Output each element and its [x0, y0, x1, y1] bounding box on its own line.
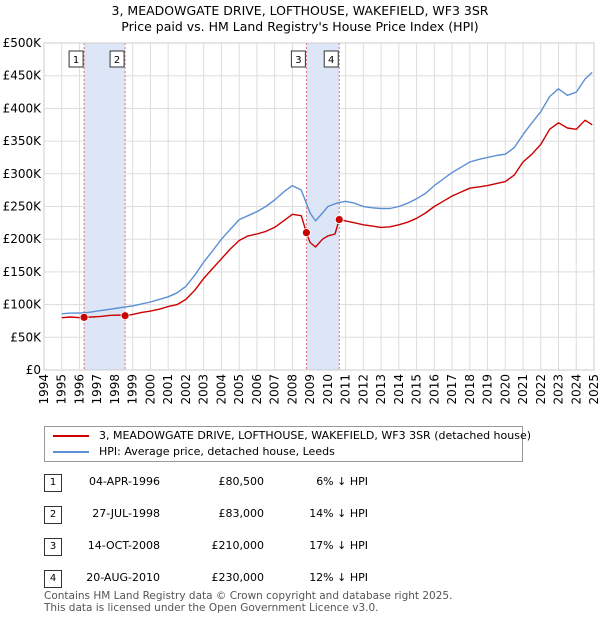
transaction-label-box — [323, 50, 339, 68]
x-tick-label: 2018 — [463, 374, 477, 405]
row-hpi-diff: 6% ↓ HPI — [316, 475, 368, 488]
price-chart: 1 2 3 4 £0 £50K £100K £150K £200K £250K £300K £350… — [3, 36, 600, 405]
x-tick-label: 2022 — [534, 374, 548, 405]
y-tick-label: £150K — [3, 265, 43, 279]
x-tick-label: 2016 — [427, 374, 441, 405]
shaded-period — [306, 43, 340, 370]
x-tick-label: 2002 — [179, 374, 193, 405]
row-date: 20-AUG-2010 — [86, 571, 160, 584]
x-tick-label: 2010 — [321, 374, 335, 405]
y-tick-label: £100K — [3, 298, 43, 312]
x-tick-label: 2012 — [356, 374, 370, 405]
x-tick-label: 2015 — [410, 374, 424, 405]
x-tick-label: 1994 — [37, 374, 51, 405]
x-tick-label: 1997 — [90, 374, 104, 405]
x-tick-label: 2001 — [161, 374, 175, 405]
table-row: 3 14-OCT-2008 £210,000 17% ↓ HPI — [44, 537, 444, 557]
transaction-label-text: 1 — [73, 55, 79, 66]
legend-swatch-property — [53, 435, 89, 437]
transaction-labels: 1 2 3 4 — [68, 50, 339, 68]
x-axis-ticks: 1994 1995 1996 1997 1998 1999 2000 2001 2002 2003… — [37, 374, 600, 405]
row-price: £210,000 — [211, 539, 265, 552]
transaction-point — [79, 312, 89, 322]
transaction-label-box — [68, 50, 84, 68]
x-tick-label: 2023 — [552, 374, 566, 405]
transaction-point — [334, 215, 344, 224]
y-tick-label: £300K — [3, 167, 43, 181]
y-tick-label: £400K — [3, 101, 43, 115]
row-date: 14-OCT-2008 — [87, 539, 160, 552]
transaction-label-text: 4 — [328, 55, 334, 66]
y-tick-label: £350K — [3, 134, 43, 148]
x-tick-label: 2006 — [250, 374, 264, 405]
x-tick-label: 2005 — [232, 374, 246, 405]
transaction-label-box — [290, 50, 306, 68]
row-date: 04-APR-1996 — [88, 475, 160, 488]
legend-label-property: 3, MEADOWGATE DRIVE, LOFTHOUSE, WAKEFIEL… — [99, 429, 532, 442]
footer-line2: This data is licensed under the Open Gov… — [44, 602, 379, 614]
x-tick-label: 2007 — [268, 374, 282, 405]
row-price: £230,000 — [211, 571, 265, 584]
x-tick-label: 2008 — [285, 374, 299, 405]
series-layer — [61, 71, 593, 319]
y-tick-label: £500K — [3, 36, 43, 50]
chart-title-line1: 3, MEADOWGATE DRIVE, LOFTHOUSE, WAKEFIEL… — [111, 3, 489, 18]
series-line — [61, 119, 593, 319]
chart-title: 3, MEADOWGATE DRIVE, LOFTHOUSE, WAKEFIEL… — [0, 3, 600, 35]
x-tick-label: 1999 — [126, 374, 140, 405]
row-number-badge: 2 — [44, 506, 62, 524]
x-tick-label: 2025 — [587, 374, 600, 405]
transaction-point — [120, 311, 130, 321]
row-price: £83,000 — [218, 507, 265, 520]
x-tick-label: 1995 — [55, 374, 69, 405]
y-tick-label: £50K — [10, 330, 42, 344]
shaded-period — [84, 43, 126, 370]
y-tick-label: £200K — [3, 232, 43, 246]
x-tick-label: 1998 — [108, 374, 122, 405]
footer-attribution: Contains HM Land Registry data © Crown c… — [44, 590, 452, 614]
legend-label-hpi: HPI: Average price, detached house, Leed… — [99, 445, 335, 458]
row-number-badge: 1 — [44, 474, 62, 492]
y-axis-ticks: £0 £50K £100K £150K £200K £250K £300K £350K £400… — [3, 36, 43, 377]
y-tick-label: £0 — [26, 363, 41, 377]
x-tick-label: 2000 — [143, 374, 157, 405]
y-tick-label: £450K — [3, 69, 43, 83]
transaction-label-box — [109, 50, 125, 68]
row-number-badge: 3 — [44, 538, 62, 556]
row-hpi-diff: 14% ↓ HPI — [309, 507, 368, 520]
x-tick-label: 2019 — [481, 374, 495, 405]
row-hpi-diff: 17% ↓ HPI — [309, 539, 368, 552]
x-tick-label: 2011 — [339, 374, 353, 405]
x-tick-label: 2003 — [197, 374, 211, 405]
transaction-label-text: 2 — [114, 55, 120, 66]
transaction-label-text: 3 — [295, 55, 301, 66]
table-row: 4 20-AUG-2010 £230,000 12% ↓ HPI — [44, 569, 444, 589]
x-tick-label: 2004 — [214, 374, 228, 405]
x-tick-label: 2021 — [516, 374, 530, 405]
x-tick-label: 2009 — [303, 374, 317, 405]
table-row: 1 04-APR-1996 £80,500 6% ↓ HPI — [44, 473, 444, 493]
row-price: £80,500 — [218, 475, 265, 488]
table-row: 2 27-JUL-1998 £83,000 14% ↓ HPI — [44, 505, 444, 525]
footer-line1: Contains HM Land Registry data © Crown c… — [44, 590, 453, 602]
y-tick-label: £250K — [3, 200, 43, 214]
transaction-points — [79, 215, 344, 322]
x-tick-label: 2024 — [569, 374, 583, 405]
transaction-point — [302, 228, 311, 238]
x-tick-label: 2013 — [374, 374, 388, 405]
series-line — [61, 71, 593, 315]
chart-title-line2: Price paid vs. HM Land Registry's House … — [121, 19, 479, 34]
x-tick-label: 2014 — [392, 374, 406, 405]
plot-frame — [43, 42, 595, 371]
legend-swatch-hpi — [53, 451, 89, 453]
row-number-badge: 4 — [44, 570, 62, 588]
x-tick-label: 2017 — [445, 374, 459, 405]
x-tick-label: 1996 — [72, 374, 86, 405]
row-date: 27-JUL-1998 — [92, 507, 160, 520]
x-tick-label: 2020 — [498, 374, 512, 405]
row-hpi-diff: 12% ↓ HPI — [309, 571, 368, 584]
legend: 3, MEADOWGATE DRIVE, LOFTHOUSE, WAKEFIEL… — [44, 426, 531, 462]
